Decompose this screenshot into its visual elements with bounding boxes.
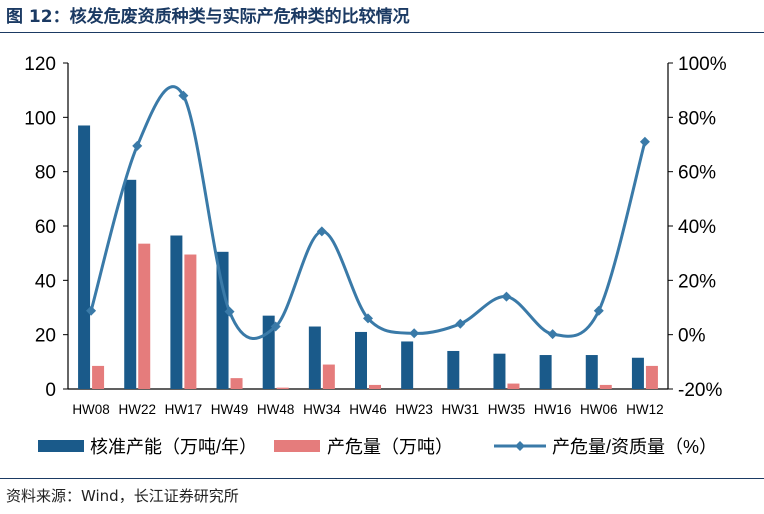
right-tick-label: 0% [678, 326, 706, 347]
chart-legend: 核准产能（万吨/年） 产危量（万吨） 产危量/资质量（%） [38, 437, 717, 457]
ratio-line-point [363, 313, 373, 324]
legend-swatch-ratio-marker [515, 441, 525, 451]
ratio-line-series [86, 85, 650, 340]
bar-capacity [78, 125, 91, 389]
bar-waste-output [138, 243, 151, 389]
source-divider [0, 478, 764, 479]
right-tick-label: 20% [678, 271, 716, 292]
bar-capacity [631, 357, 644, 389]
left-tick-label: 100 [24, 108, 56, 129]
bar-capacity [355, 331, 367, 389]
ratio-line-point [270, 321, 281, 332]
chart-bars [78, 125, 658, 389]
left-tick-label: 40 [35, 271, 56, 292]
x-tick-label: HW23 [395, 402, 433, 417]
ratio-line-path [89, 85, 647, 340]
bar-capacity [447, 350, 460, 389]
ratio-line-point [547, 329, 558, 340]
x-tick-label: HW22 [118, 402, 156, 417]
legend-swatch-capacity [38, 440, 84, 452]
x-tick-label: HW08 [72, 402, 110, 417]
bar-waste-output [645, 365, 658, 389]
bar-waste-output [92, 365, 105, 389]
source-note: 资料来源：Wind，长江证券研究所 [6, 487, 239, 505]
left-tick-label: 0 [45, 380, 56, 401]
x-tick-label: HW49 [211, 402, 249, 417]
ratio-line-point [316, 226, 327, 237]
title-divider [0, 32, 764, 33]
bar-waste-output [230, 378, 243, 389]
ratio-line-point [409, 328, 420, 339]
bar-waste-output [507, 383, 520, 389]
ratio-line-point [86, 305, 97, 316]
right-tick-label: 40% [678, 217, 716, 238]
ratio-line-point [639, 136, 650, 147]
right-tick-label: -20% [678, 380, 722, 401]
bar-capacity [401, 341, 414, 389]
ratio-line-point [178, 90, 189, 101]
x-tick-label: HW48 [257, 402, 295, 417]
bar-capacity [216, 251, 229, 389]
right-tick-label: 100% [678, 54, 727, 75]
x-tick-label: HW46 [349, 402, 387, 417]
bar-waste-output [276, 387, 289, 389]
x-tick-label: HW16 [534, 402, 572, 417]
x-tick-label: HW17 [165, 402, 203, 417]
x-tick-label: HW34 [303, 402, 341, 417]
bar-waste-output [369, 384, 381, 389]
chart-labels: 0 20 40 60 80 100 120 -20% 0% 20% 40% 60% 80% 100% HW0… [24, 54, 726, 417]
ratio-line-point [132, 140, 143, 151]
bar-capacity [124, 179, 137, 389]
ratio-line-point [593, 305, 604, 316]
ratio-line-point [224, 306, 235, 317]
x-tick-label: HW31 [442, 402, 480, 417]
combo-chart: 0 20 40 60 80 100 120 -20% 0% 20% 40% 60% 80% 100% HW0… [24, 54, 726, 457]
bar-waste-output [599, 384, 612, 389]
x-tick-label: HW06 [580, 402, 618, 417]
ratio-line-point [501, 291, 512, 302]
legend-label-waste-output: 产危量（万吨） [327, 437, 453, 457]
bar-waste-output [322, 364, 335, 389]
bar-capacity [585, 355, 598, 389]
legend-label-ratio: 产危量/资质量（%） [552, 437, 717, 457]
right-tick-label: 60% [678, 163, 716, 184]
bar-capacity [539, 355, 552, 389]
figure-title: 图 12：核发危废资质种类与实际产危种类的比较情况 [6, 7, 410, 27]
chart-axes [63, 62, 673, 390]
ratio-line-point [455, 318, 466, 329]
right-tick-label: 80% [678, 108, 716, 129]
bar-waste-output [184, 254, 197, 389]
left-tick-label: 80 [35, 163, 56, 184]
x-tick-label: HW35 [488, 402, 526, 417]
bar-capacity [170, 235, 183, 389]
left-tick-label: 120 [24, 54, 56, 75]
bar-capacity [493, 353, 506, 389]
bar-capacity [308, 326, 321, 389]
left-tick-label: 20 [35, 326, 56, 347]
legend-label-capacity: 核准产能（万吨/年） [90, 437, 257, 457]
x-tick-label: HW12 [626, 402, 664, 417]
legend-swatch-waste-output [274, 440, 320, 452]
left-tick-label: 60 [35, 217, 56, 238]
